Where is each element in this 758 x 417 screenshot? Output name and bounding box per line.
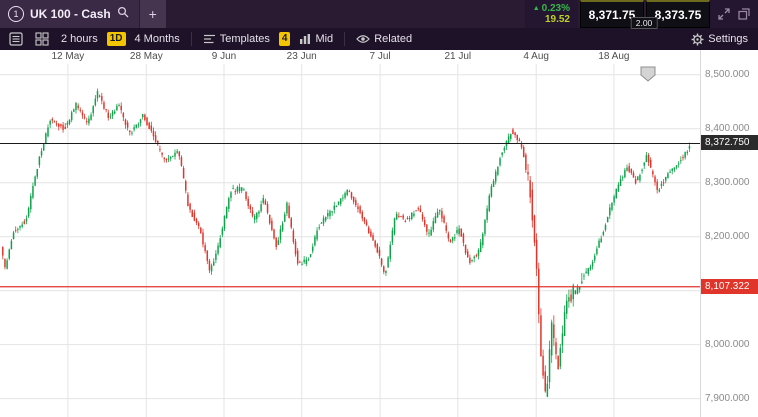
- interval-dropdown[interactable]: 2 hours: [61, 33, 98, 45]
- templates-button[interactable]: Templates: [200, 33, 273, 45]
- price-axis[interactable]: 8,500.000 8,400.000 8,300.000 8,200.000 8,10…: [700, 50, 758, 417]
- support-level-tag: 8,107.322: [701, 278, 758, 294]
- range-dropdown[interactable]: 4 Months: [134, 33, 180, 45]
- gear-icon: [691, 33, 704, 46]
- date-axis[interactable]: 12 May 28 May 9 Jun 23 Jun 7 Jul 21 Jul 4 Aug 1…: [0, 50, 700, 64]
- layout-grid-icon[interactable]: [32, 32, 52, 46]
- settings-button[interactable]: Settings: [691, 33, 752, 46]
- toolbar-divider: [344, 32, 346, 46]
- change-points: 19.52: [544, 14, 570, 25]
- x-axis-label: 18 Aug: [598, 51, 630, 62]
- price-module: ▲ 0.23% 19.52 8,371.75 8,373.75 2.00: [524, 0, 758, 29]
- spread-value: 2.00: [630, 17, 658, 29]
- up-triangle-icon: ▲: [532, 5, 540, 12]
- y-axis-label: 7,900.000: [705, 392, 750, 404]
- templates-icon: [203, 33, 216, 45]
- change-percent: ▲ 0.23%: [532, 3, 570, 14]
- instrument-name: UK 100 - Cash: [30, 7, 111, 21]
- x-axis-label: 12 May: [51, 51, 85, 62]
- price-pair: 8,371.75 8,373.75 2.00: [578, 0, 710, 29]
- templates-badge[interactable]: 4: [278, 32, 291, 46]
- chart-toolbar: 2 hours 1D 4 Months Templates 4: [0, 28, 758, 50]
- window-icons: [710, 0, 758, 28]
- related-button[interactable]: Related: [353, 33, 415, 45]
- chart-list-icon[interactable]: [6, 32, 26, 46]
- x-axis-label: 23 Jun: [286, 51, 317, 62]
- x-axis-label: 21 Jul: [444, 51, 472, 62]
- y-axis-label: 8,300.000: [705, 176, 750, 188]
- interval-badge[interactable]: 1D: [106, 32, 126, 46]
- x-axis-label: 9 Jun: [211, 51, 237, 62]
- instrument-tab[interactable]: 1 UK 100 - Cash: [0, 0, 139, 28]
- expand-icon[interactable]: [718, 8, 730, 20]
- y-axis-label: 8,400.000: [705, 122, 750, 134]
- y-axis-label: 8,200.000: [705, 230, 750, 242]
- y-axis-label: 8,500.000: [705, 68, 750, 80]
- current-price-tag: 8,372.750: [701, 135, 758, 151]
- price-type-dropdown[interactable]: Mid: [296, 33, 336, 45]
- tab-number-icon: 1: [8, 6, 24, 22]
- chart-region: 12 May 28 May 9 Jun 23 Jun 7 Jul 21 Jul 4 Aug 1…: [0, 50, 758, 417]
- buy-price-button[interactable]: 8,373.75: [646, 0, 710, 28]
- x-axis-label: 4 Aug: [523, 51, 549, 62]
- x-axis-label: 7 Jul: [369, 51, 391, 62]
- top-bar: 1 UK 100 - Cash + ▲ 0.23% 19.52 8,371.75 …: [0, 0, 758, 29]
- eye-icon: [356, 34, 371, 44]
- latest-marker-icon[interactable]: [640, 66, 656, 82]
- x-axis-label: 28 May: [129, 51, 163, 62]
- candlestick-chart[interactable]: [0, 64, 700, 417]
- bar-chart-icon: [299, 33, 311, 45]
- y-axis-label: 8,000.000: [705, 338, 750, 350]
- search-icon[interactable]: [117, 5, 129, 23]
- sell-price-button[interactable]: 8,371.75: [580, 0, 644, 28]
- change-block: ▲ 0.23% 19.52: [524, 0, 578, 28]
- toolbar-divider: [190, 32, 192, 46]
- popout-icon[interactable]: [738, 8, 750, 20]
- add-tab-button[interactable]: +: [139, 0, 166, 28]
